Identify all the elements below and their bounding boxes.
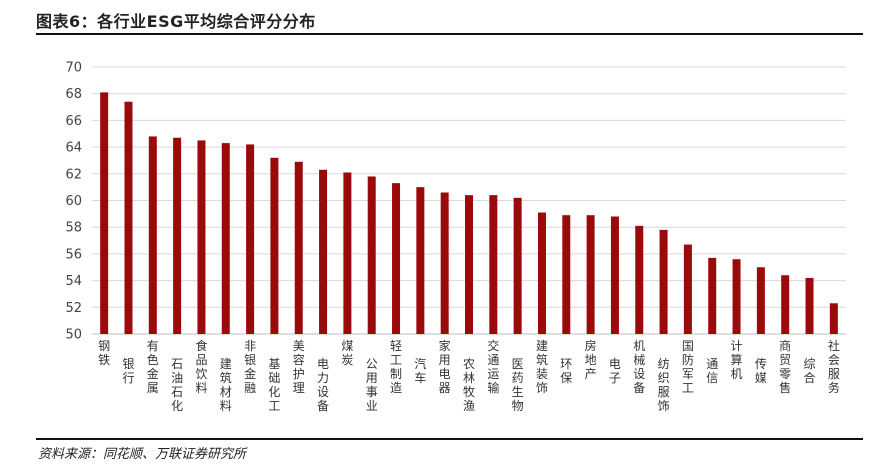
bar xyxy=(100,92,109,335)
bar xyxy=(781,275,790,334)
bar xyxy=(513,197,522,334)
x-tick-label: 基础化工 xyxy=(268,357,280,413)
bar xyxy=(197,140,206,334)
bar xyxy=(537,212,546,334)
x-tick-label: 食品饮料 xyxy=(195,338,207,395)
x-tick-label: 房地产 xyxy=(585,338,597,381)
bar xyxy=(708,257,717,334)
bar xyxy=(586,215,595,334)
bar xyxy=(756,267,765,334)
y-tick-label: 54 xyxy=(65,274,82,289)
x-tick-label: 汽车 xyxy=(414,356,426,385)
x-tick-label: 计算机 xyxy=(731,339,743,381)
x-tick-label: 机械设备 xyxy=(633,339,645,395)
x-tick-label: 环保 xyxy=(560,357,572,385)
x-tick-label: 交通运输 xyxy=(487,338,499,395)
x-tick-label: 社会服务 xyxy=(828,338,840,395)
bar xyxy=(319,169,328,334)
x-tick-label: 家用电器 xyxy=(439,338,451,395)
x-tick-label: 有色金属 xyxy=(147,339,159,395)
bar xyxy=(465,195,473,334)
x-tick-label: 纺织服饰 xyxy=(658,357,670,413)
y-tick-label: 68 xyxy=(65,87,82,102)
bar xyxy=(562,215,571,334)
y-tick-label: 56 xyxy=(65,247,82,262)
x-tick-label: 商贸零售 xyxy=(779,338,791,395)
bar xyxy=(221,143,230,334)
bar xyxy=(440,192,449,334)
bar xyxy=(659,229,668,334)
x-tick-label: 建筑材料 xyxy=(220,357,232,413)
figure-title: 图表6：各行业ESG平均综合评分分布 xyxy=(36,12,316,31)
bar xyxy=(173,137,182,334)
y-tick-label: 70 xyxy=(65,61,82,76)
x-tick-label: 石油石化 xyxy=(171,357,183,413)
bar xyxy=(294,161,303,334)
x-tick-label: 传媒 xyxy=(755,356,767,385)
bar xyxy=(392,183,401,334)
y-tick-label: 62 xyxy=(65,167,82,182)
bar xyxy=(124,101,133,335)
bar xyxy=(732,259,741,334)
bar xyxy=(270,157,279,334)
bottom-rule xyxy=(36,438,863,440)
bar xyxy=(148,136,157,334)
bar xyxy=(635,225,644,334)
x-tick-label: 农林牧渔 xyxy=(463,357,475,413)
x-tick-label: 美容护理 xyxy=(293,339,305,395)
x-tick-label: 轻工制造 xyxy=(390,339,402,395)
y-tick-label: 58 xyxy=(65,221,82,236)
y-tick-label: 52 xyxy=(65,301,82,316)
bar xyxy=(246,144,255,334)
x-tick-label: 银行 xyxy=(122,357,134,385)
x-tick-label: 国防军工 xyxy=(682,339,694,395)
top-rule xyxy=(36,33,863,35)
x-tick-label: 综合 xyxy=(804,357,816,385)
bar xyxy=(489,195,498,334)
bar xyxy=(367,176,376,334)
y-tick-label: 64 xyxy=(65,141,82,156)
bar xyxy=(610,216,619,334)
bar xyxy=(683,244,692,334)
x-tick-label: 钢铁 xyxy=(98,339,110,367)
x-tick-label: 医药生物 xyxy=(512,357,524,413)
x-tick-label: 电子 xyxy=(609,357,621,385)
x-tick-label: 非银金融 xyxy=(244,339,256,395)
source-note: 资料来源：同花顺、万联证券研究所 xyxy=(38,447,247,462)
x-tick-label: 建筑装饰 xyxy=(536,339,548,395)
bar xyxy=(805,277,814,334)
y-tick-label: 50 xyxy=(65,328,82,343)
y-tick-label: 60 xyxy=(65,194,82,209)
bar xyxy=(829,303,838,334)
x-tick-label: 煤炭 xyxy=(341,339,353,367)
bar xyxy=(343,172,352,334)
x-tick-label: 公用事业 xyxy=(366,357,378,413)
y-tick-label: 66 xyxy=(65,114,82,129)
x-tick-label: 通信 xyxy=(706,357,718,385)
x-tick-label: 电力设备 xyxy=(317,357,329,413)
bar xyxy=(416,187,425,334)
